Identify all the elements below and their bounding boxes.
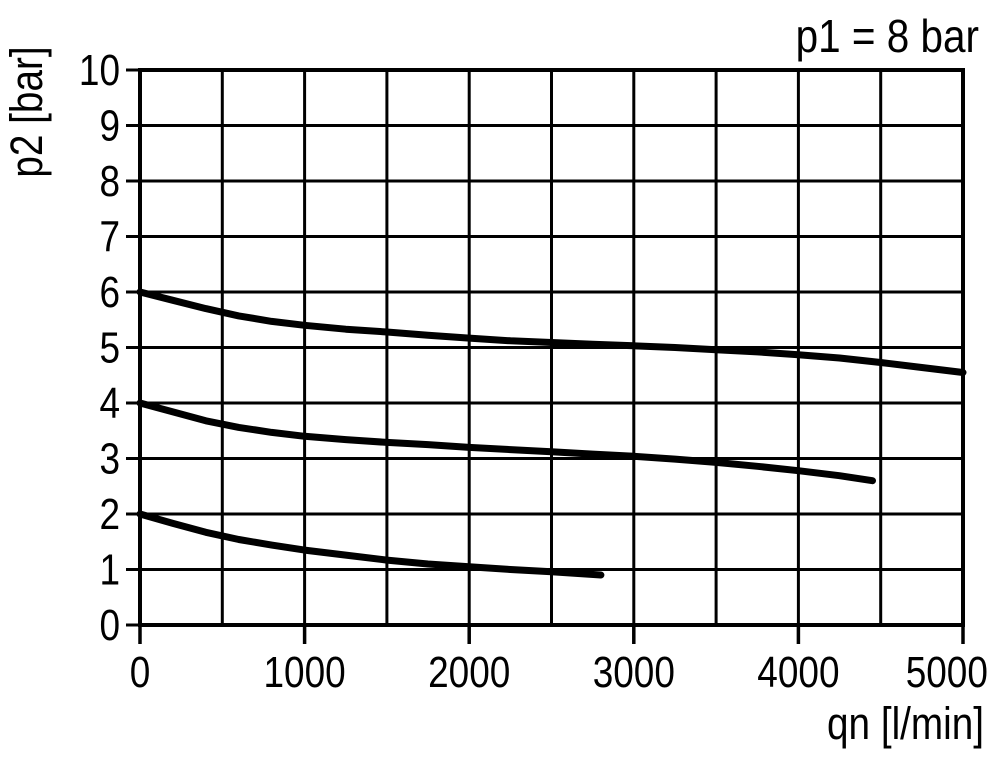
curve-upper [136, 288, 967, 376]
x-tick-label: 0 [130, 647, 151, 697]
y-tick-label: 1 [99, 544, 120, 594]
y-tick-label: 2 [99, 489, 120, 539]
x-axis-label: qn [l/min] [827, 698, 984, 748]
chart-title: p1 = 8 bar [796, 12, 979, 63]
y-tick-label: 6 [99, 267, 120, 317]
y-tick-label: 5 [99, 322, 120, 372]
y-tick-label: 7 [99, 211, 120, 261]
y-tick-label: 0 [99, 600, 120, 650]
y-axis-label: p2 [bar] [1, 46, 51, 177]
curve-middle [136, 399, 876, 485]
x-tick-label: 4000 [757, 647, 839, 697]
x-tick-label: 3000 [593, 647, 675, 697]
plot-border [138, 68, 965, 627]
y-tick-label: 9 [99, 100, 120, 150]
y-tick-label: 3 [99, 433, 120, 483]
curve-lower [136, 510, 605, 579]
tick-label-layer: 0 1000 2000 3000 4000 5000 0 12 34 56 78 910 [79, 45, 988, 697]
x-tick-label: 1000 [263, 647, 345, 697]
y-tick-label: 10 [79, 45, 120, 95]
y-tick-label: 8 [99, 156, 120, 206]
y-tick-label: 4 [99, 378, 120, 428]
curve-layer [136, 288, 967, 579]
x-tick-label: 2000 [428, 647, 510, 697]
x-tick-label: 5000 [906, 647, 988, 697]
